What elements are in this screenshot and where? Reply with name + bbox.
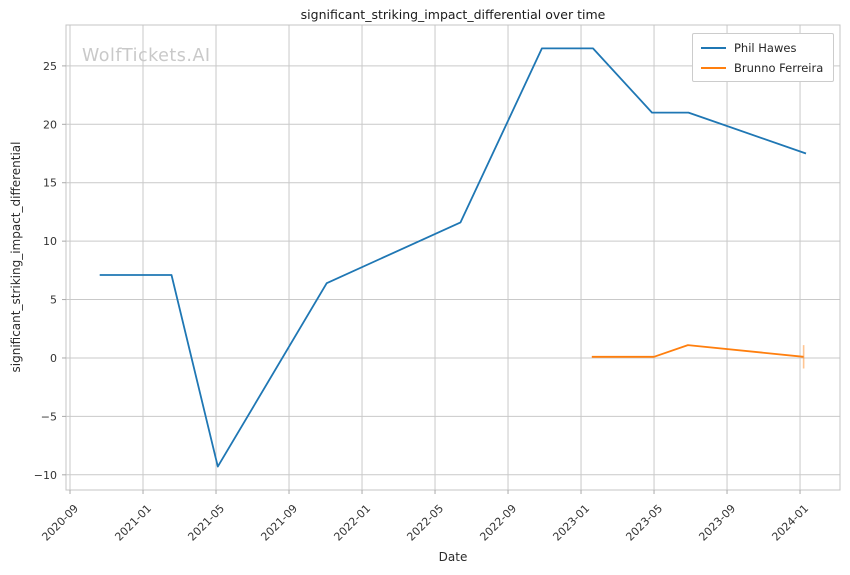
x-tick-label: 2020-09 [39,502,81,544]
x-tick-label: 2024-01 [769,502,811,544]
y-tick-label: 25 [43,60,57,73]
chart-title: significant_striking_impact_differential… [300,7,606,22]
legend-line-swatch [701,46,726,49]
x-tick-label: 2023-05 [623,502,665,544]
x-tick-label: 2023-01 [550,502,592,544]
y-tick-label: 20 [43,118,57,131]
x-tick-label: 2021-05 [185,502,227,544]
x-tick-label: 2022-01 [331,502,373,544]
legend-item-brunno-ferreira: Brunno Ferreira [701,58,823,77]
plot-border [65,24,841,491]
y-tick-label: −10 [34,469,57,482]
series-line-phil-hawes [99,47,807,468]
x-tick-label: 2022-05 [404,502,446,544]
x-tick-label: 2021-09 [258,502,300,544]
series-line-brunno-ferreira [591,344,804,358]
x-tick-label: 2022-09 [477,502,519,544]
legend-item-phil-hawes: Phil Hawes [701,38,823,57]
x-axis-label: Date [438,550,468,564]
legend-line-swatch [701,66,726,69]
legend-label: Phil Hawes [734,40,797,55]
y-tick-label: 15 [43,177,57,190]
y-tick-label: 10 [43,235,57,248]
x-tick-label: 2021-01 [112,502,154,544]
y-axis-label: significant_striking_impact_differential [9,141,23,373]
watermark: WolfTickets.AI [82,46,211,66]
x-tick-label: 2023-09 [696,502,738,544]
legend: Phil Hawes Brunno Ferreira [692,33,835,82]
y-tick-label: 5 [50,294,57,307]
legend-label: Brunno Ferreira [734,60,824,75]
y-tick-label: 0 [50,352,57,365]
y-tick-label: −5 [41,410,57,423]
